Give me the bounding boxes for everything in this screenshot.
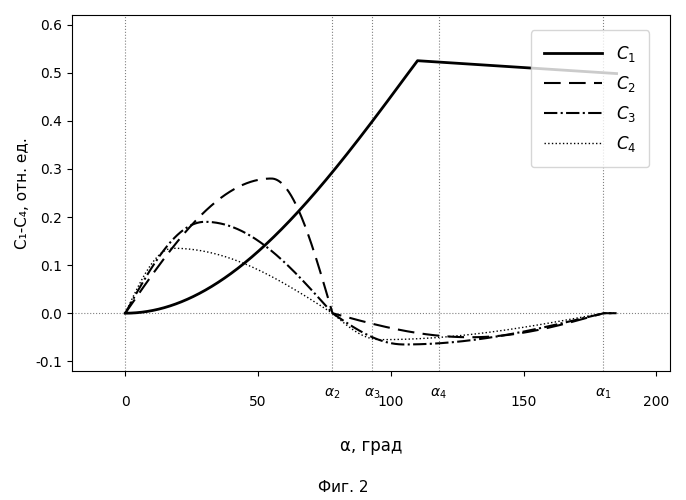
Text: $\alpha_1$: $\alpha_1$ [595,387,611,402]
Y-axis label: C₁-C₄, отн. ед.: C₁-C₄, отн. ед. [15,137,30,249]
Text: $\alpha_2$: $\alpha_2$ [324,387,340,402]
Text: Фиг. 2: Фиг. 2 [318,480,368,495]
Text: $\alpha_3$: $\alpha_3$ [364,387,381,402]
Text: $\alpha_4$: $\alpha_4$ [430,387,447,402]
X-axis label: α, град: α, град [340,437,402,455]
Legend: $C_1$, $C_2$, $C_3$, $C_4$: $C_1$, $C_2$, $C_3$, $C_4$ [531,30,650,167]
